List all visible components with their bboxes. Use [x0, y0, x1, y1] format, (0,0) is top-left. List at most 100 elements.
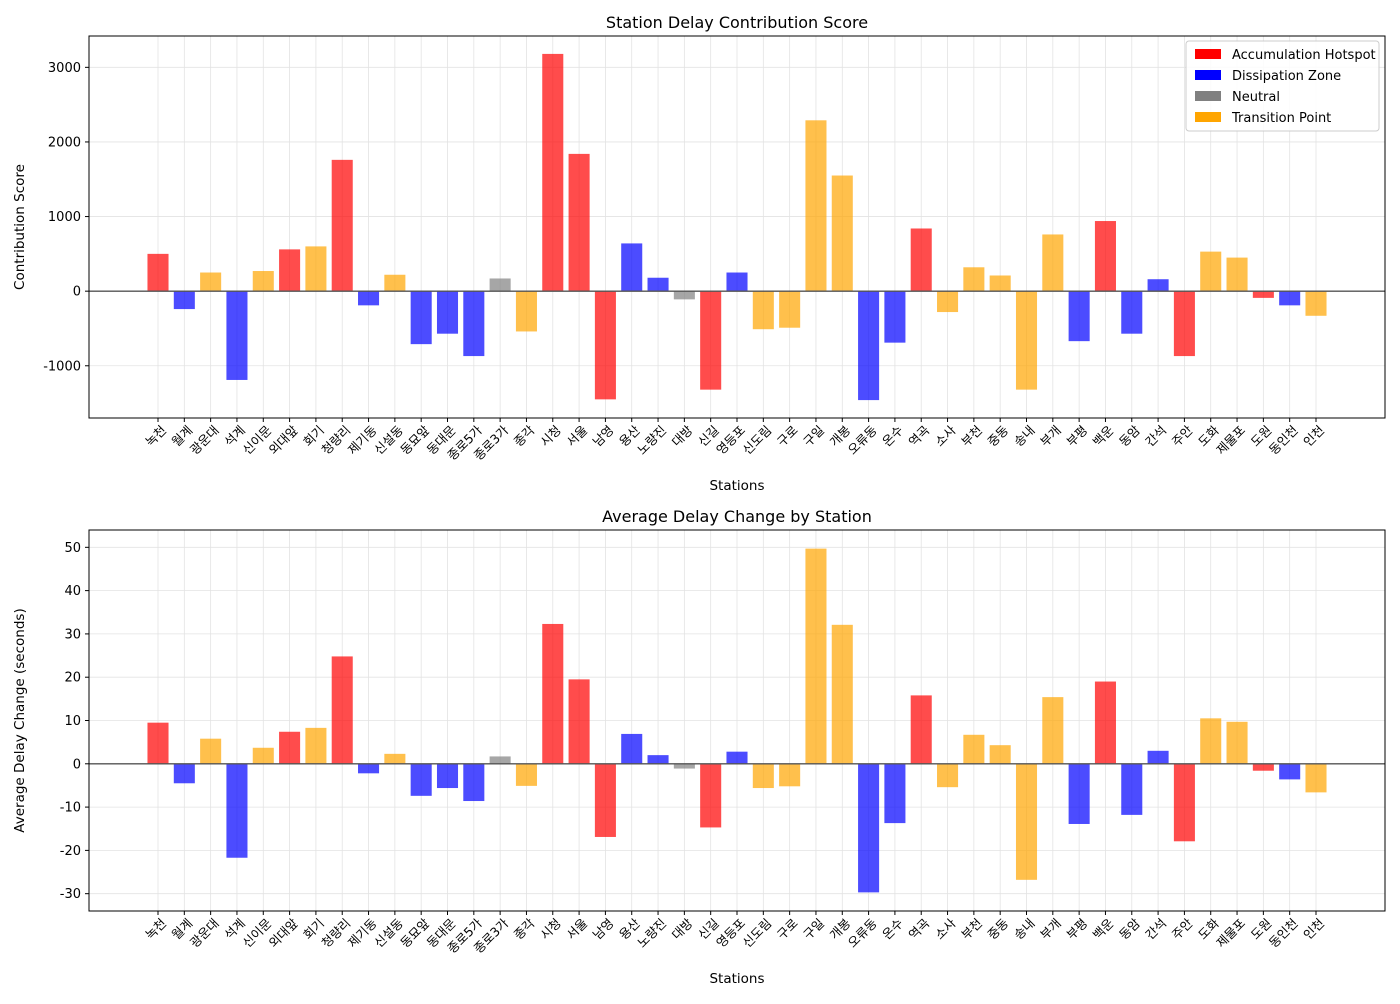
x-tick-label: 주안	[1169, 422, 1196, 449]
y-tick-label: 1000	[48, 210, 81, 225]
y-axis-label: Average Delay Change (seconds)	[12, 608, 28, 832]
x-tick-label: 동묘앞	[397, 915, 432, 950]
x-tick-label: 녹천	[142, 423, 169, 450]
bar-부평	[1068, 763, 1090, 824]
bar-종로5가	[463, 763, 485, 802]
bar-녹천	[147, 253, 169, 292]
x-tick-label: 송내	[1011, 916, 1038, 943]
bar-도원	[1252, 291, 1274, 298]
bar-동대문	[436, 763, 459, 789]
legend-label-dissipation: Dissipation Zone	[1232, 69, 1341, 84]
x-tick-label: 제물포	[1213, 423, 1248, 458]
bar-제물포	[1226, 721, 1248, 764]
bar-구로	[779, 763, 801, 787]
x-tick-label: 신이문	[239, 916, 274, 951]
y-tick-label: -30	[60, 887, 81, 902]
x-tick-label: 주안	[1169, 915, 1196, 942]
bar-제물포	[1226, 257, 1248, 292]
x-tick-label: 신설동	[371, 423, 406, 458]
bar-석계	[226, 763, 248, 858]
bar-외대앞	[279, 249, 301, 292]
bar-광운대	[200, 272, 222, 292]
y-tick-label: -1000	[43, 359, 81, 374]
x-tick-label: 소사	[932, 422, 959, 449]
bar-용산	[621, 733, 643, 764]
y-tick-label: 10	[64, 714, 81, 729]
x-tick-label: 부평	[1063, 916, 1090, 943]
bar-부평	[1068, 291, 1090, 342]
bar-간석	[1147, 279, 1169, 292]
x-tick-label: 부개	[1037, 916, 1064, 943]
bar-도화	[1200, 251, 1222, 292]
x-tick-label: 노량진	[634, 916, 669, 951]
legend-label-transition: Transition Point	[1231, 111, 1331, 126]
bar-종로5가	[463, 291, 485, 357]
y-axis-label: Contribution Score	[12, 164, 28, 290]
bar-주안	[1173, 291, 1195, 357]
y-tick-label: 0	[73, 757, 81, 772]
x-tick-label: 신도림	[739, 423, 774, 458]
bar-신설동	[384, 274, 406, 292]
x-tick-label: 동인천	[1266, 916, 1301, 951]
bar-대방	[673, 763, 695, 769]
bar-회기	[305, 246, 327, 292]
bar-노량진	[647, 277, 669, 292]
x-tick-label: 구일	[800, 916, 827, 943]
x-tick-label: 오류동	[845, 423, 880, 458]
x-tick-label: 온수	[879, 916, 906, 943]
bar-외대앞	[279, 731, 301, 764]
bar-용산	[621, 243, 643, 292]
bar-종각	[515, 763, 537, 786]
x-tick-label: 백운	[1090, 423, 1117, 450]
bar-소사	[937, 291, 959, 313]
x-tick-label: 구로	[774, 916, 801, 943]
bar-소사	[937, 763, 959, 788]
x-tick-label: 신이문	[239, 423, 274, 458]
bar-신도림	[752, 291, 774, 330]
bar-개봉	[831, 175, 853, 292]
x-tick-label: 노량진	[634, 423, 669, 458]
bar-동대문	[436, 291, 459, 334]
bar-제기동	[358, 291, 380, 306]
bar-신이문	[252, 747, 274, 764]
x-tick-label: 동인천	[1266, 423, 1301, 458]
bar-시청	[542, 53, 564, 292]
x-tick-label: 간석	[1142, 916, 1169, 943]
x-tick-label: 동암	[1116, 422, 1143, 449]
bar-부천	[963, 267, 985, 292]
x-tick-label: 대방	[669, 422, 696, 449]
bar-신이문	[252, 271, 274, 292]
x-tick-label: 동묘앞	[397, 422, 432, 457]
x-tick-label: 신설동	[371, 916, 406, 951]
x-tick-label: 서울	[563, 916, 590, 943]
x-tick-label: 신도림	[739, 916, 774, 951]
bar-서울	[568, 679, 590, 764]
bar-남영	[594, 291, 616, 400]
bar-청량리	[331, 159, 353, 292]
x-tick-label: 종각	[511, 915, 538, 942]
x-tick-label: 부천	[958, 916, 985, 943]
x-tick-label: 광운대	[187, 916, 222, 951]
x-tick-label: 역곡	[905, 916, 932, 943]
bar-영등포	[726, 751, 748, 764]
bar-동묘앞	[410, 291, 432, 345]
x-tick-label: 구로	[774, 423, 801, 450]
x-tick-label: 청량리	[318, 423, 353, 458]
bar-신도림	[752, 763, 774, 789]
bar-동암	[1121, 763, 1143, 815]
bar-중동	[989, 745, 1011, 764]
x-tick-label: 오류동	[845, 916, 880, 951]
x-tick-label: 간석	[1142, 423, 1169, 450]
x-tick-label: 소사	[932, 915, 959, 942]
y-tick-label: -20	[60, 844, 81, 859]
chart-title: Station Delay Contribution Score	[606, 13, 868, 32]
x-tick-label: 송내	[1011, 423, 1038, 450]
y-tick-label: 20	[64, 671, 81, 686]
bar-간석	[1147, 750, 1169, 764]
bar-종로3가	[489, 278, 511, 292]
x-tick-label: 영등포	[713, 423, 748, 458]
y-tick-label: 50	[64, 541, 81, 556]
